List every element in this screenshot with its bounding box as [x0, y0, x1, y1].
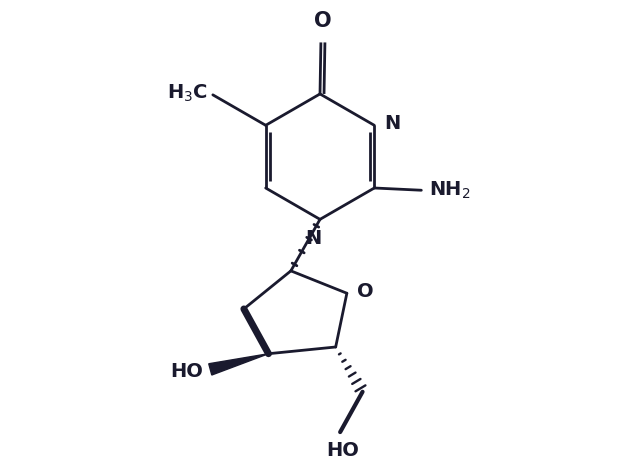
Polygon shape — [209, 354, 269, 375]
Text: HO: HO — [326, 441, 359, 460]
Text: N: N — [384, 115, 401, 133]
Text: H$_3$C: H$_3$C — [168, 82, 209, 104]
Text: HO: HO — [171, 362, 204, 381]
Text: N: N — [305, 229, 321, 248]
Text: NH$_2$: NH$_2$ — [429, 180, 471, 201]
Text: O: O — [356, 282, 373, 301]
Text: O: O — [314, 11, 332, 31]
